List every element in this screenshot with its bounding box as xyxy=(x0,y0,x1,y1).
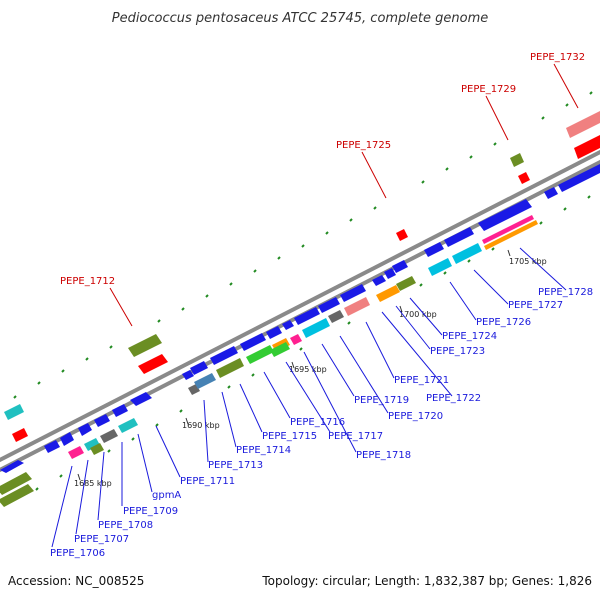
gene-feature[interactable] xyxy=(290,334,302,345)
gene-label: PEPE_1719 xyxy=(354,395,409,406)
gene-feature[interactable] xyxy=(4,404,24,420)
gene-feature[interactable] xyxy=(392,260,408,273)
gene-label: PEPE_1706 xyxy=(50,548,105,559)
scale-tick-label: 1685 kbp xyxy=(74,479,112,488)
gene-feature[interactable] xyxy=(302,318,330,338)
gene-feature[interactable] xyxy=(396,276,416,291)
gene-feature[interactable] xyxy=(118,418,138,433)
gene-label: PEPE_1716 xyxy=(290,417,345,428)
gene-feature[interactable] xyxy=(344,297,370,316)
gene-label: PEPE_1723 xyxy=(430,346,485,357)
gene-feature[interactable] xyxy=(482,215,534,244)
accession-text: Accession: NC_008525 xyxy=(8,574,144,588)
gene-feature[interactable] xyxy=(128,334,162,357)
gene-label: PEPE_1712 xyxy=(60,276,115,287)
top-label-leaders xyxy=(109,63,579,327)
gene-feature[interactable] xyxy=(484,220,538,250)
gene-feature[interactable] xyxy=(130,392,152,406)
gene-feature[interactable] xyxy=(138,354,168,374)
reverse-strand-genes xyxy=(68,215,538,459)
gene-label: PEPE_1714 xyxy=(236,445,291,456)
scale-tick-label: 1690 kbp xyxy=(182,421,220,430)
gene-feature[interactable] xyxy=(0,472,32,495)
gene-label: gpmA xyxy=(152,490,181,501)
scale-ticks: 1685 kbp 1690 kbp 1695 kbp 1700 kbp 1705… xyxy=(74,249,547,488)
gene-feature[interactable] xyxy=(44,440,60,453)
gene-label: PEPE_1724 xyxy=(442,331,497,342)
gene-feature[interactable] xyxy=(84,438,100,451)
gene-label: PEPE_1711 xyxy=(180,476,235,487)
gene-label: PEPE_1715 xyxy=(262,431,317,442)
gene-feature[interactable] xyxy=(60,432,74,446)
gene-feature[interactable] xyxy=(424,242,444,257)
gene-label: PEPE_1726 xyxy=(476,317,531,328)
gene-label: PEPE_1718 xyxy=(356,450,411,461)
gene-feature[interactable] xyxy=(246,345,274,364)
gene-feature[interactable] xyxy=(68,446,84,459)
scale-tick-label: 1695 kbp xyxy=(289,365,327,374)
gene-feature[interactable] xyxy=(294,307,320,325)
topology-text: Topology: circular; Length: 1,832,387 bp… xyxy=(261,574,592,588)
gene-feature[interactable] xyxy=(544,187,558,199)
gene-label: PEPE_1709 xyxy=(123,506,178,517)
gene-feature[interactable] xyxy=(90,443,104,455)
gene-feature[interactable] xyxy=(518,172,530,184)
gene-label: PEPE_1721 xyxy=(394,375,449,386)
gene-label: PEPE_1717 xyxy=(328,431,383,442)
gene-label: PEPE_1720 xyxy=(388,411,443,422)
gene-feature[interactable] xyxy=(240,333,266,351)
gene-label: PEPE_1707 xyxy=(74,534,129,545)
gene-label: PEPE_1728 xyxy=(538,287,593,298)
outer-ring-genes xyxy=(4,111,600,442)
gene-feature[interactable] xyxy=(328,310,344,323)
forward-strand-genes xyxy=(0,164,600,507)
gene-feature[interactable] xyxy=(566,111,600,138)
gene-feature[interactable] xyxy=(318,297,340,313)
gene-feature[interactable] xyxy=(282,320,294,330)
gene-feature[interactable] xyxy=(376,285,400,302)
gene-feature[interactable] xyxy=(444,227,474,247)
gene-label: PEPE_1729 xyxy=(461,84,516,95)
gene-feature[interactable] xyxy=(112,404,128,417)
gene-feature[interactable] xyxy=(372,275,386,286)
gene-feature[interactable] xyxy=(12,428,28,442)
gene-feature[interactable] xyxy=(510,153,524,167)
gene-label: PEPE_1713 xyxy=(208,460,263,471)
gene-label: PEPE_1725 xyxy=(336,140,391,151)
gene-feature[interactable] xyxy=(100,429,118,443)
gene-feature[interactable] xyxy=(94,414,110,427)
outer-guide-ticks xyxy=(13,91,593,399)
gene-feature[interactable] xyxy=(452,243,482,264)
gene-feature[interactable] xyxy=(190,361,208,375)
bottom-labels: PEPE_1706 PEPE_1707 PEPE_1708 PEPE_1709 … xyxy=(50,287,593,559)
gene-feature[interactable] xyxy=(428,258,452,276)
gene-feature[interactable] xyxy=(384,268,396,279)
gene-label: PEPE_1727 xyxy=(508,300,563,311)
gene-label: PEPE_1732 xyxy=(530,52,585,63)
gene-feature[interactable] xyxy=(478,199,532,231)
gene-feature[interactable] xyxy=(396,229,408,241)
gene-feature[interactable] xyxy=(78,423,92,436)
gene-feature[interactable] xyxy=(574,135,600,159)
gene-feature[interactable] xyxy=(558,164,600,192)
map-title: Pediococcus pentosaceus ATCC 25745, comp… xyxy=(112,11,489,26)
gene-label: PEPE_1722 xyxy=(426,393,481,404)
scale-tick-label: 1705 kbp xyxy=(509,257,547,266)
gene-feature[interactable] xyxy=(266,326,282,339)
bottom-label-leaders xyxy=(51,247,567,548)
gene-feature[interactable] xyxy=(340,284,366,302)
gene-label: PEPE_1708 xyxy=(98,520,153,531)
gene-feature[interactable] xyxy=(182,370,194,380)
gene-feature[interactable] xyxy=(194,373,216,389)
gene-feature[interactable] xyxy=(0,484,34,507)
gene-feature[interactable] xyxy=(270,342,290,357)
gene-feature[interactable] xyxy=(216,358,244,378)
scale-tick-label: 1700 kbp xyxy=(399,310,437,319)
gene-feature[interactable] xyxy=(0,460,24,473)
gene-feature[interactable] xyxy=(210,346,238,365)
inner-guide-ticks xyxy=(35,195,591,491)
top-labels: PEPE_1712 PEPE_1725 PEPE_1729 PEPE_1732 xyxy=(60,52,585,287)
